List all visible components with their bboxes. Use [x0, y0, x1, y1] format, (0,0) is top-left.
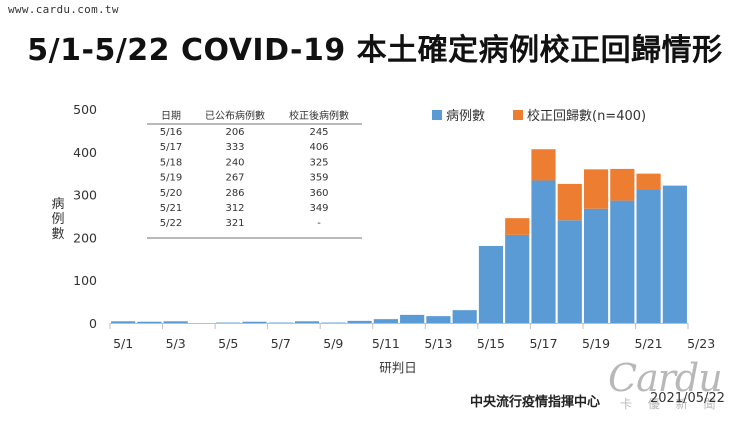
bar-base-5-13 — [426, 316, 451, 323]
x-tick-label: 5/9 — [323, 336, 343, 351]
bar-base-5-18 — [557, 220, 582, 323]
x-tick-label: 5/5 — [218, 336, 238, 351]
y-tick-label: 400 — [73, 145, 97, 160]
x-tick-label: 5/15 — [477, 336, 505, 351]
table-header-cell: 日期 — [161, 110, 181, 122]
table-cell: 325 — [309, 157, 328, 168]
table-cell: 286 — [225, 188, 244, 199]
bar-correction-5-16 — [505, 218, 530, 235]
x-tick-label: 5/7 — [271, 336, 291, 351]
y-tick-label: 300 — [73, 188, 97, 203]
x-tick-label: 5/17 — [529, 336, 557, 351]
table-cell: 321 — [225, 218, 244, 229]
legend-swatch-correction — [513, 110, 523, 120]
x-axis-title: 研判日 — [379, 360, 417, 375]
y-axis-label-char: 病 — [51, 197, 64, 212]
y-axis-label-char: 例 — [51, 212, 64, 227]
bar-correction-5-21 — [636, 173, 661, 190]
table-cell: 245 — [309, 127, 328, 138]
bar-base-5-1 — [111, 321, 136, 323]
bar-base-5-15 — [478, 245, 504, 323]
bar-base-5-17 — [531, 180, 556, 323]
legend-label-correction: 校正回歸數(n=400) — [527, 108, 646, 124]
bar-base-5-11 — [373, 319, 398, 323]
bar-base-5-21 — [636, 189, 661, 323]
table-cell: 359 — [309, 173, 328, 184]
table-cell: 5/22 — [160, 218, 182, 229]
bar-base-5-14 — [452, 310, 477, 323]
table-cell: 5/21 — [160, 203, 182, 214]
legend-label-cases: 病例數 — [446, 109, 485, 124]
bar-base-5-12 — [400, 314, 425, 323]
bar-correction-5-18 — [557, 183, 582, 221]
bar-correction-5-20 — [610, 168, 635, 201]
table-cell: 5/16 — [160, 127, 182, 138]
table-cell: 206 — [225, 127, 244, 138]
table-cell: 5/19 — [160, 173, 182, 184]
x-tick-label: 5/13 — [424, 336, 452, 351]
table-cell: 267 — [225, 173, 244, 184]
x-tick-label: 5/1 — [113, 336, 133, 351]
table-cell: 5/18 — [160, 157, 182, 168]
x-tick-label: 5/23 — [687, 336, 715, 351]
bar-base-5-22 — [662, 185, 687, 323]
bar-base-5-19 — [583, 208, 609, 323]
legend-swatch-cases — [432, 110, 442, 120]
y-axis-label-char: 數 — [51, 227, 64, 242]
x-tick-label: 5/11 — [372, 336, 400, 351]
table-cell: 312 — [225, 203, 244, 214]
date-label: 2021/05/22 — [650, 391, 725, 406]
watermark-url: www.cardu.com.tw — [8, 3, 119, 16]
x-tick-label: 5/21 — [635, 336, 663, 351]
table-cell: - — [317, 218, 321, 229]
x-tick-label: 5/3 — [166, 336, 186, 351]
bar-correction-5-19 — [583, 169, 609, 209]
source-label: 中央流行疫情指揮中心 — [470, 395, 601, 410]
table-cell: 240 — [225, 157, 244, 168]
table-cell: 5/20 — [160, 188, 182, 199]
bar-base-5-20 — [610, 200, 635, 323]
chart-title: 5/1-5/22 COVID-19 本土確定病例校正回歸情形 — [27, 33, 723, 68]
bar-correction-5-17 — [531, 149, 556, 181]
y-tick-label: 200 — [73, 230, 97, 245]
y-tick-label: 100 — [73, 273, 97, 288]
y-tick-label: 0 — [89, 316, 97, 331]
table-header-cell: 已公布病例數 — [205, 109, 265, 122]
cardu-logo: Cardu — [608, 356, 723, 400]
table-cell: 5/17 — [160, 142, 182, 153]
bar-base-5-8 — [294, 321, 320, 323]
cardu-logo-subtitle: 卡 優 新 聞 — [620, 397, 722, 411]
y-tick-label: 500 — [73, 102, 97, 117]
table-cell: 349 — [309, 203, 328, 214]
bar-base-5-6 — [242, 321, 267, 323]
table-cell: 333 — [225, 142, 244, 153]
table-cell: 360 — [309, 188, 328, 199]
table-cell: 406 — [309, 142, 328, 153]
table-header-cell: 校正後病例數 — [289, 109, 349, 122]
bar-base-5-10 — [347, 320, 372, 323]
x-tick-label: 5/19 — [582, 336, 610, 351]
bar-base-5-2 — [137, 321, 162, 323]
bar-base-5-16 — [505, 234, 530, 323]
bar-base-5-3 — [163, 321, 188, 323]
